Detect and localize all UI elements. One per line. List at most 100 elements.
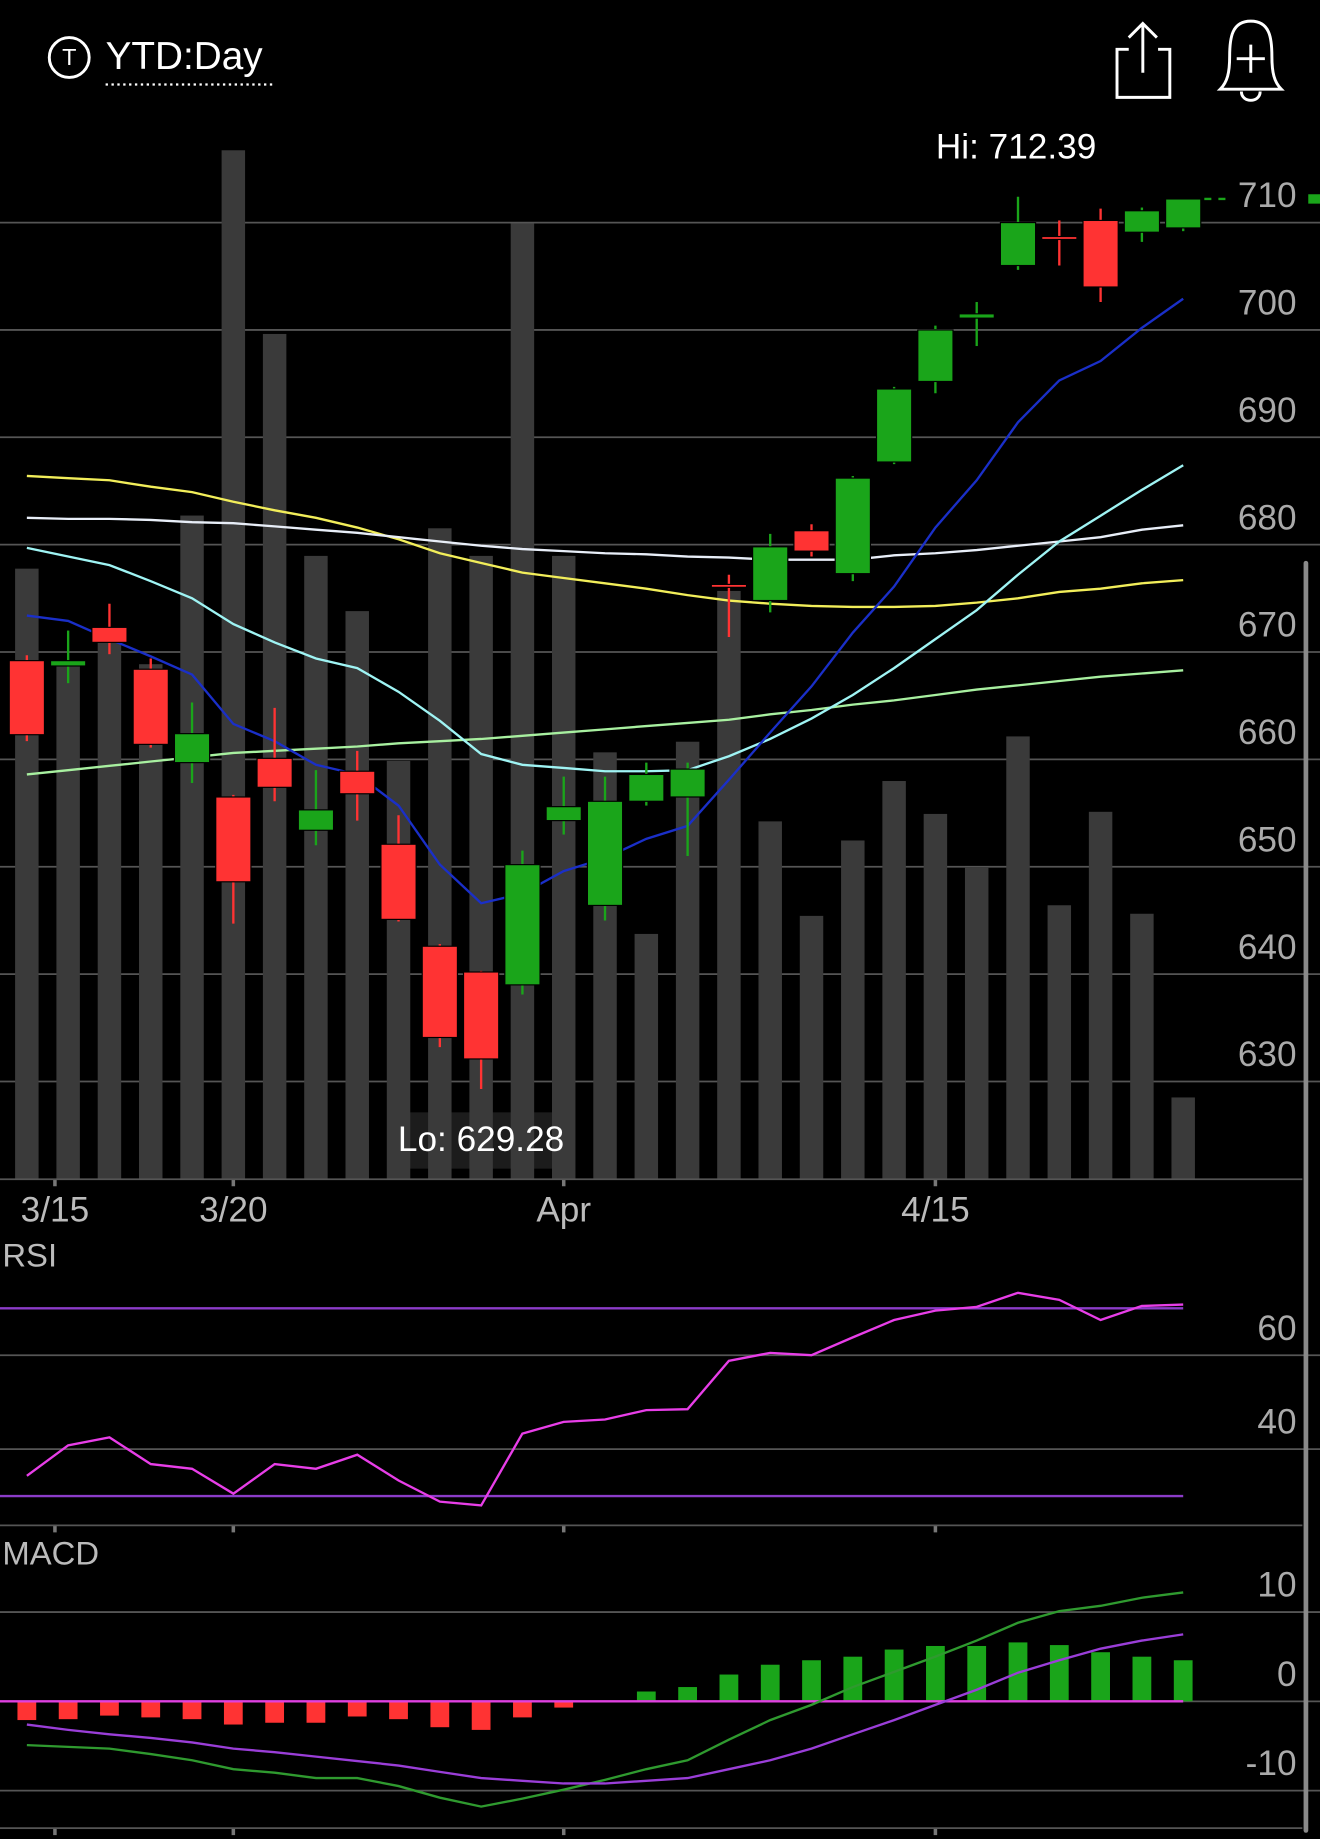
- histogram-bar: [678, 1687, 698, 1702]
- volume-bar: [758, 821, 782, 1180]
- y-tick-label: 680: [1238, 498, 1297, 537]
- candle-body: [586, 800, 624, 907]
- candle-body: [462, 971, 500, 1060]
- volume-bar: [634, 933, 659, 1180]
- y-tick-label: 640: [1238, 928, 1297, 967]
- histogram-bar: [719, 1674, 739, 1702]
- histogram-bar: [843, 1656, 863, 1702]
- histogram-bar: [1049, 1645, 1069, 1702]
- indicator-line: [26, 1291, 1184, 1507]
- candle-body: [793, 530, 830, 552]
- candle-body: [504, 864, 541, 986]
- volume-bar: [1088, 811, 1113, 1180]
- volume-bar: [1006, 736, 1030, 1180]
- panel-title: MACD: [2, 1535, 99, 1572]
- histogram-bar: [141, 1701, 161, 1718]
- histogram-bar: [1173, 1660, 1193, 1702]
- volume-bar: [675, 741, 700, 1180]
- candle-body: [752, 546, 789, 602]
- histogram-bar: [802, 1660, 821, 1702]
- bell-plus: [1236, 44, 1265, 73]
- indicator-line: [26, 474, 1184, 609]
- x-tick-label: Apr: [536, 1190, 591, 1229]
- y-tick-label: 650: [1238, 820, 1297, 859]
- histogram-bar: [430, 1701, 450, 1728]
- volume-bar: [180, 515, 204, 1180]
- y-tick-label: 710: [1238, 176, 1297, 215]
- scrollbar[interactable]: [1303, 560, 1309, 1833]
- candle-body: [215, 796, 252, 883]
- histogram-bar: [58, 1701, 78, 1720]
- bell: [1216, 19, 1285, 91]
- volume-bar: [1047, 905, 1072, 1180]
- histogram-bar: [223, 1701, 243, 1725]
- y-tick-label: 670: [1238, 606, 1297, 645]
- volume-bar: [923, 813, 948, 1180]
- y-tick-label: 0: [1277, 1655, 1297, 1694]
- histogram-bar: [306, 1701, 326, 1723]
- candle-body: [875, 388, 913, 463]
- volume-bar: [799, 915, 824, 1180]
- x-tick-label: 3/15: [21, 1190, 90, 1229]
- volume-bar: [221, 150, 246, 1180]
- candle-body: [49, 660, 87, 667]
- share-box: [1115, 47, 1172, 99]
- histogram-bar: [513, 1701, 532, 1718]
- histogram-bar: [554, 1701, 574, 1708]
- volume-bar: [1171, 1097, 1195, 1180]
- bell-clapper: [1239, 91, 1262, 102]
- range-selector[interactable]: T YTD:Day: [47, 35, 274, 86]
- histogram-bar: [926, 1645, 945, 1702]
- panel-title: RSI: [2, 1237, 57, 1274]
- candle-body: [1123, 210, 1161, 233]
- volume-bar: [97, 634, 122, 1180]
- candle-body: [917, 329, 954, 383]
- share-arrow: [1127, 21, 1158, 73]
- candle-body: [256, 757, 293, 788]
- share-button[interactable]: [1115, 21, 1172, 99]
- volume-bar: [304, 555, 328, 1180]
- volume-bar: [882, 781, 906, 1180]
- y-tick-label: 40: [1257, 1403, 1296, 1442]
- candle-body: [545, 806, 582, 822]
- range-title: YTD:Day: [106, 35, 264, 78]
- candle-body: [132, 668, 169, 745]
- volume-bar: [345, 611, 369, 1180]
- volume-bar: [139, 664, 163, 1180]
- indicator-line: [26, 1591, 1184, 1808]
- x-tick-label: 4/15: [901, 1190, 970, 1229]
- y-tick-label: 700: [1238, 284, 1297, 323]
- candle-body: [710, 583, 748, 588]
- candle-body: [380, 843, 417, 920]
- alert-button[interactable]: [1216, 19, 1285, 102]
- histogram-bar: [347, 1701, 367, 1717]
- candle-body: [1082, 219, 1119, 288]
- histogram-bar: [471, 1701, 491, 1730]
- y-tick-label: 60: [1257, 1309, 1296, 1348]
- y-tick-label: -10: [1246, 1744, 1297, 1783]
- indicator-line: [26, 1633, 1184, 1785]
- histogram-bar: [1091, 1652, 1110, 1702]
- candle-body: [669, 768, 706, 798]
- histogram-bar: [182, 1701, 202, 1720]
- volume-bar: [841, 840, 865, 1180]
- candle-body: [91, 626, 128, 643]
- histogram-bar: [389, 1701, 408, 1720]
- volume-bar: [56, 664, 80, 1180]
- candle-body: [834, 477, 871, 575]
- candle-body: [339, 770, 376, 795]
- histogram-bar: [884, 1649, 904, 1702]
- ticker-icon: [47, 36, 91, 79]
- y-tick-label: 630: [1238, 1035, 1297, 1074]
- histogram-bar: [17, 1701, 37, 1721]
- y-tick-label: 660: [1238, 713, 1297, 752]
- indicator-line: [26, 516, 1184, 561]
- y-tick-label: 10: [1257, 1566, 1296, 1605]
- volume-bar: [551, 555, 576, 1180]
- low-label: Lo: 629.28: [398, 1120, 564, 1159]
- volume-bar: [964, 867, 989, 1180]
- last-price-marker: [1308, 194, 1320, 204]
- histogram-bar: [760, 1664, 780, 1702]
